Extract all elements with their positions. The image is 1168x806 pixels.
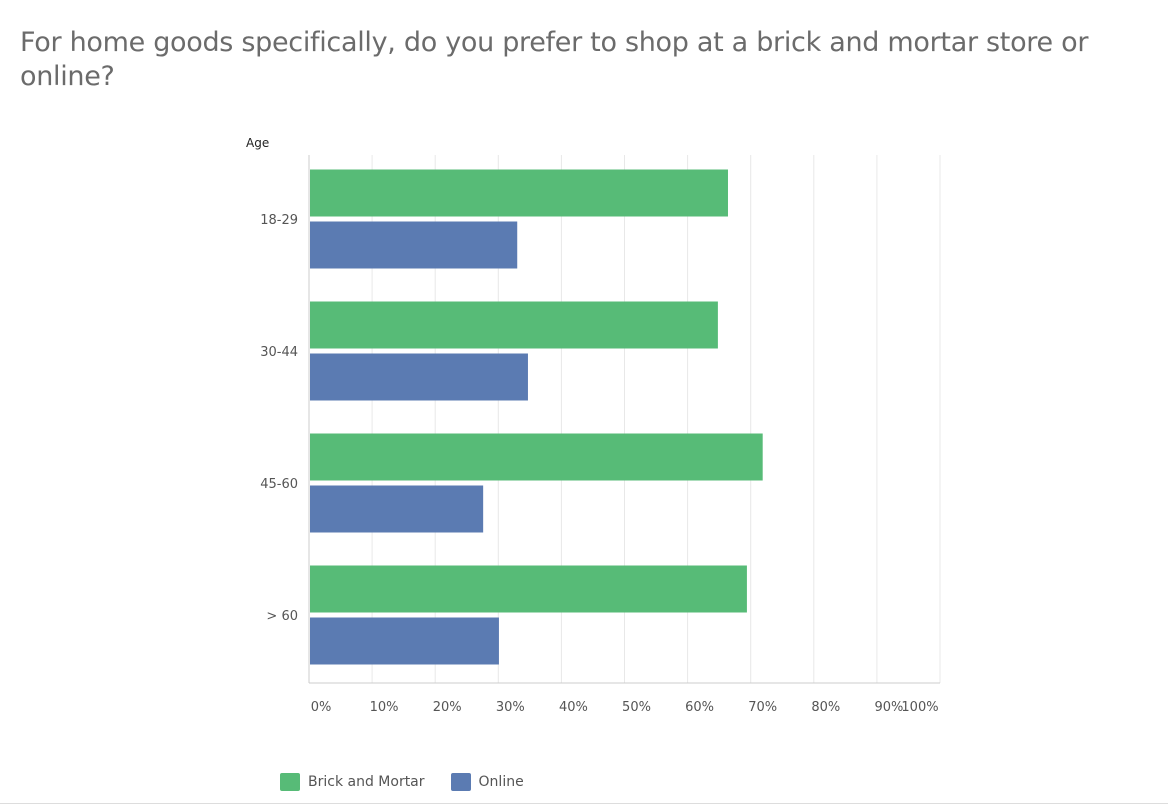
x-tick-label: 90% <box>874 700 903 715</box>
legend: Brick and Mortar Online <box>280 773 524 791</box>
bar-brick-and-mortar <box>310 301 718 349</box>
bar-chart: 0% 10% 20% 30% 40% 50% 60% 70% 80% 90%100% Age 18-2… <box>246 136 941 715</box>
x-tick-label: 70% <box>748 700 777 715</box>
legend-item[interactable]: Online <box>450 773 524 791</box>
x-tick-label: 0% <box>311 700 332 715</box>
legend-swatch <box>280 773 300 791</box>
legend-label: Brick and Mortar <box>308 774 425 790</box>
y-tick-label: 45-60 <box>260 477 298 492</box>
x-tick-label: 80% <box>811 700 840 715</box>
bar-brick-and-mortar <box>310 565 747 613</box>
x-tick-label: 20% <box>433 700 462 715</box>
bar-brick-and-mortar <box>310 433 763 481</box>
legend-swatch <box>450 773 471 791</box>
x-tick-label: 100% <box>901 700 938 715</box>
divider <box>0 803 1168 804</box>
chart-title: For home goods specifically, do you pref… <box>20 27 1089 93</box>
y-tick-label: 18-29 <box>260 213 298 228</box>
bar-online <box>310 485 484 533</box>
x-tick-label: 10% <box>370 700 399 715</box>
bar-brick-and-mortar <box>310 169 728 217</box>
x-tick-label: 60% <box>685 700 714 715</box>
x-tick-label: 40% <box>559 700 588 715</box>
legend-item[interactable]: Brick and Mortar <box>280 773 425 791</box>
x-tick-label: 50% <box>622 700 651 715</box>
y-axis-title: Age <box>246 136 269 150</box>
x-tick-label: 30% <box>496 700 525 715</box>
y-tick-label: > 60 <box>266 609 298 624</box>
y-tick-label: 30-44 <box>260 345 298 360</box>
bar-online <box>310 353 528 401</box>
bar-online <box>310 617 499 665</box>
legend-label: Online <box>478 774 524 790</box>
bar-online <box>310 221 518 269</box>
